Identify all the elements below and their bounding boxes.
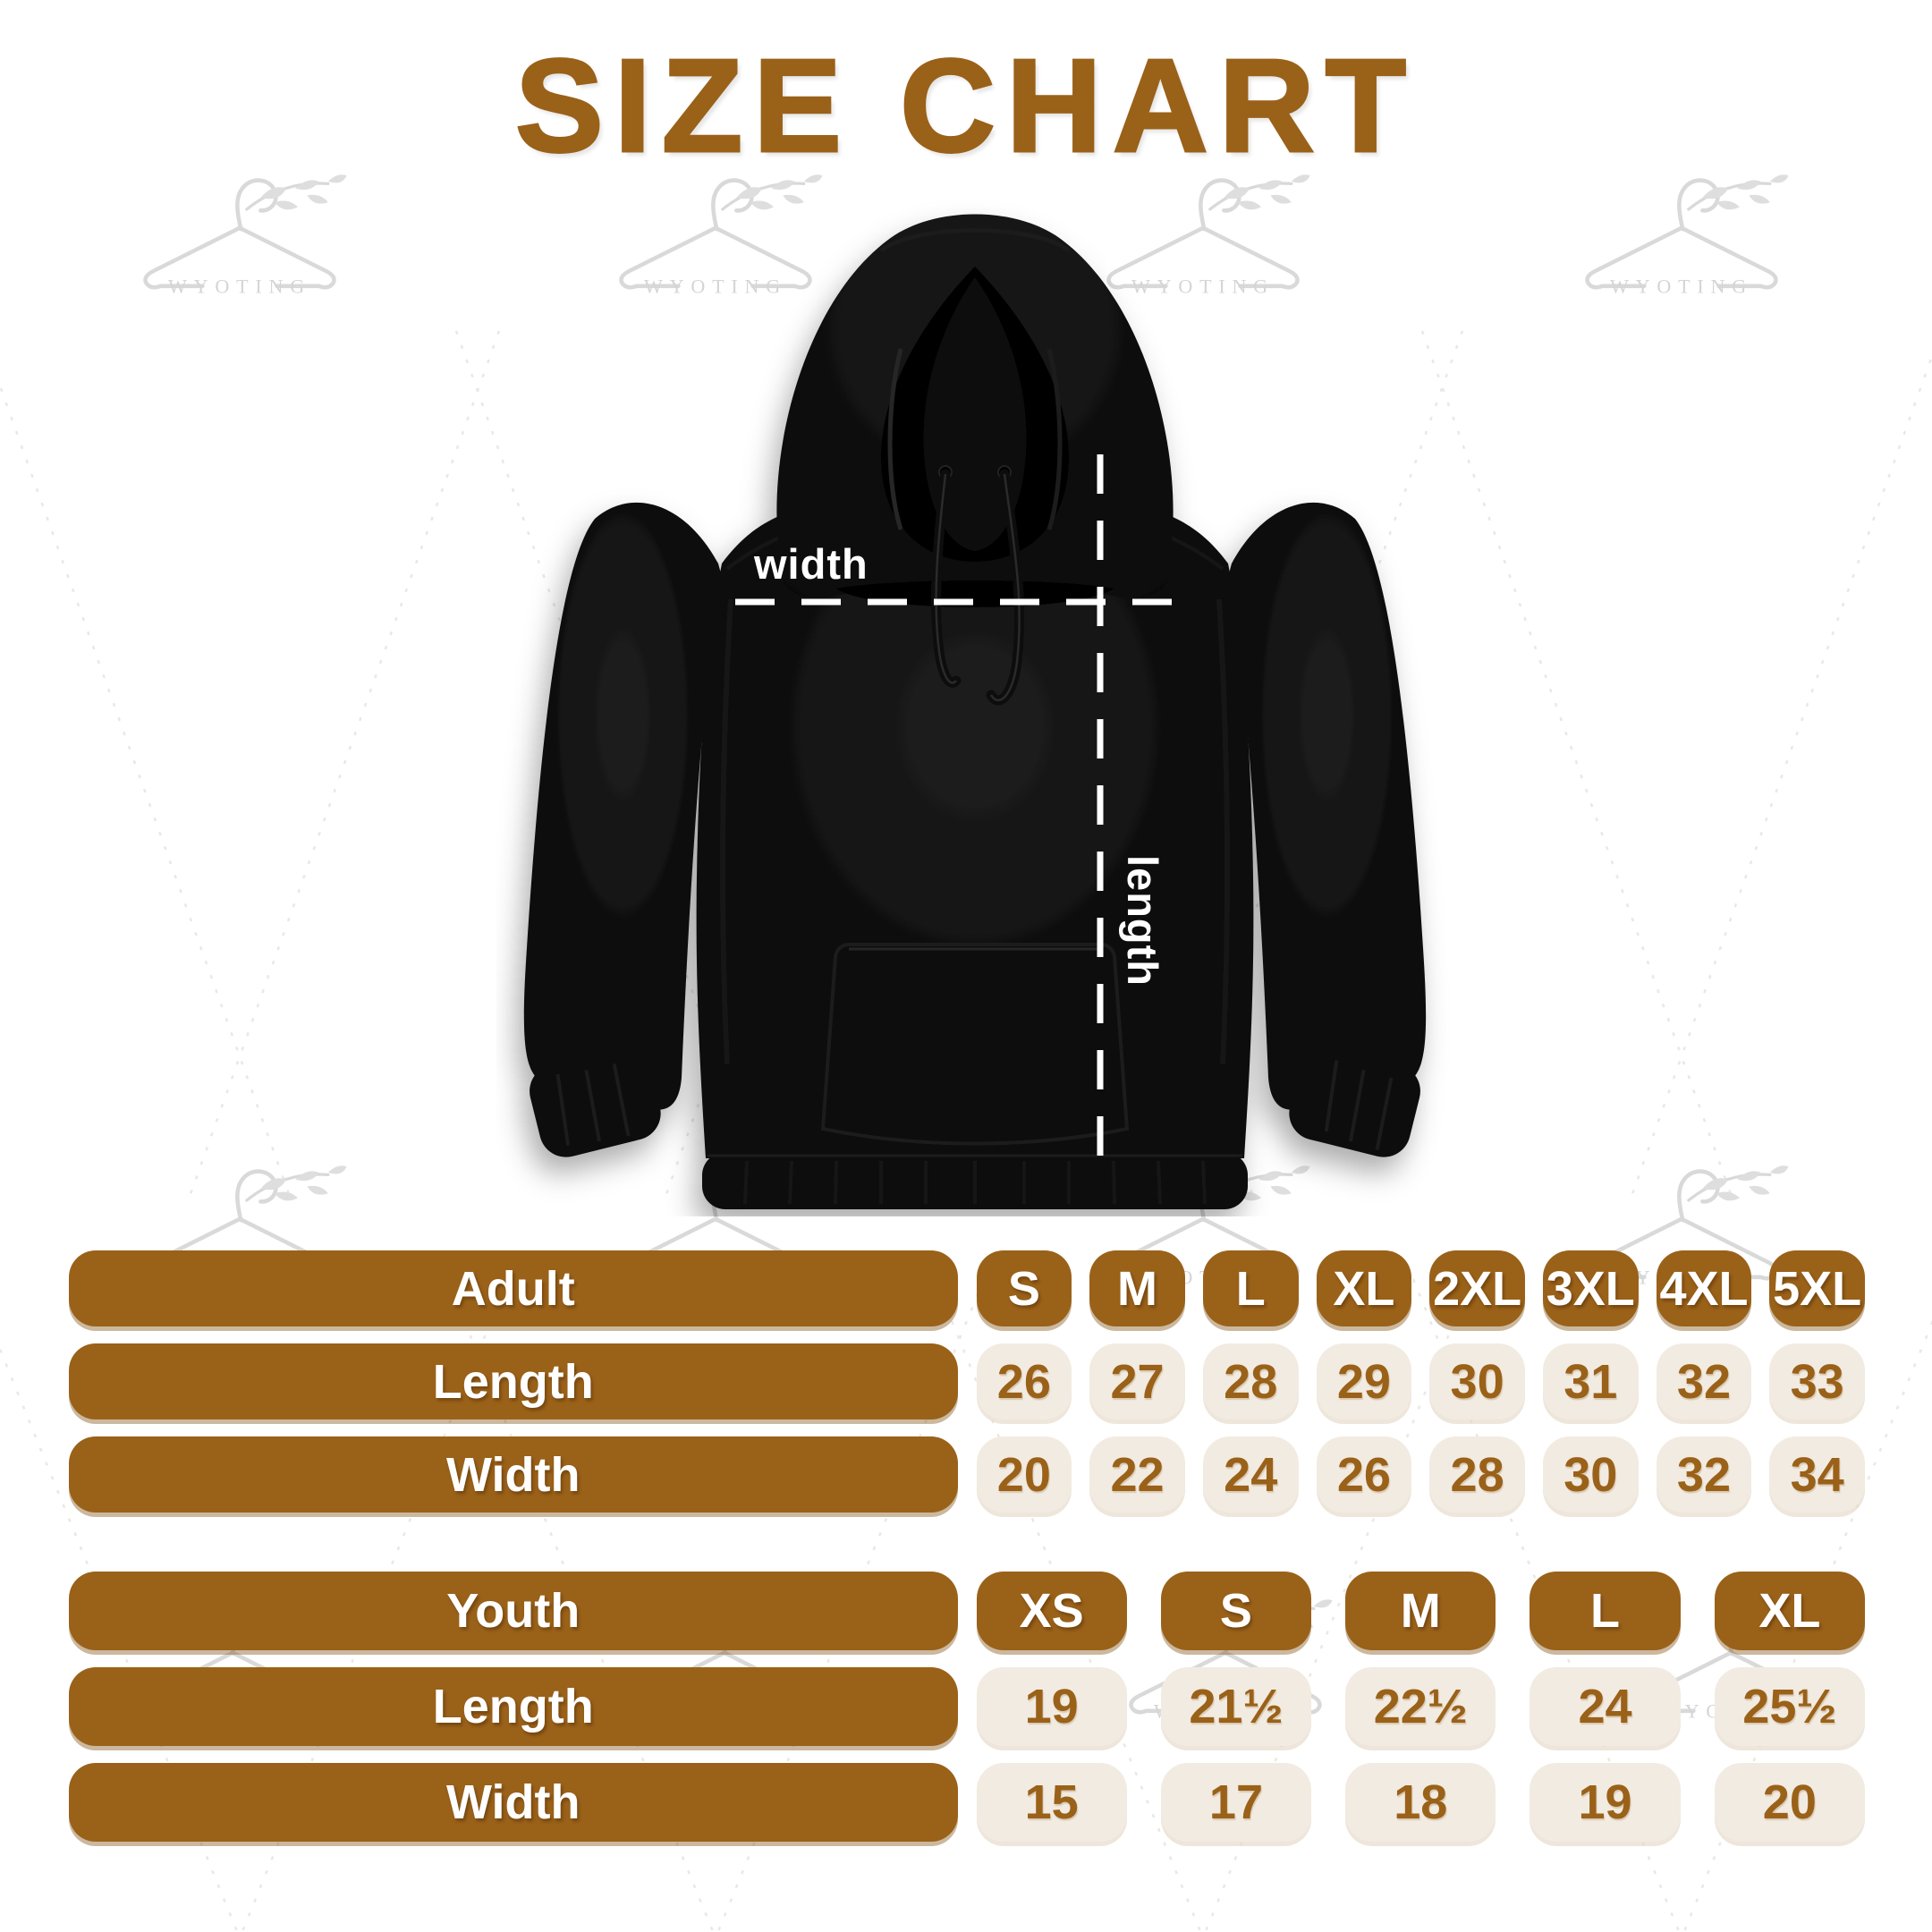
hood-top-highlight	[879, 228, 1071, 253]
table-cell: 18	[1345, 1763, 1496, 1842]
hoodie-body-folds	[720, 598, 1230, 1065]
table-cell: 33	[1769, 1343, 1865, 1419]
youth-size-col: XL	[1714, 1572, 1865, 1650]
youth-size-table: Youth XS S M L XL Length 19 21½ 22½ 24 2…	[69, 1572, 1865, 1859]
table-cell: 34	[1769, 1436, 1865, 1513]
adult-size-col: 5XL	[1769, 1250, 1865, 1326]
table-cell: 19	[1530, 1763, 1681, 1842]
adult-size-col: 3XL	[1542, 1250, 1639, 1326]
table-cell: 20	[1714, 1763, 1865, 1842]
table-cell: 20	[976, 1436, 1072, 1513]
table-cell: 19	[976, 1667, 1127, 1746]
page-title: SIZE CHART	[514, 31, 1417, 182]
table-cell: 15	[976, 1763, 1127, 1842]
table-cell: 25½	[1714, 1667, 1865, 1746]
hood-rim-shade	[1046, 348, 1063, 530]
table-cell: 31	[1542, 1343, 1639, 1419]
hoodie-kangaroo-pocket	[820, 943, 1130, 1146]
hoodie-image	[523, 214, 1427, 1209]
youth-size-col: L	[1530, 1572, 1681, 1650]
table-cell: 26	[1316, 1436, 1412, 1513]
width-label: width	[753, 540, 869, 588]
table-cell: 24	[1530, 1667, 1681, 1746]
table-cell: 32	[1656, 1436, 1752, 1513]
table-cell: 28	[1429, 1436, 1525, 1513]
youth-size-col: XS	[976, 1572, 1127, 1650]
youth-length-row: Length 19 21½ 22½ 24 25½	[69, 1667, 1865, 1746]
table-cell: 17	[1160, 1763, 1312, 1842]
watermark-hanger-icon	[146, 174, 347, 297]
hoodie-drawstrings	[931, 465, 1025, 706]
adult-table-title: Adult	[69, 1250, 958, 1326]
table-cell: 32	[1656, 1343, 1752, 1419]
youth-size-col: S	[1160, 1572, 1312, 1650]
adult-width-label: Width	[69, 1436, 958, 1513]
hoodie-left-sleeve	[523, 502, 722, 1110]
youth-width-label: Width	[69, 1763, 958, 1842]
hoodie-left-cuff	[530, 1047, 661, 1157]
adult-size-col: XL	[1316, 1250, 1412, 1326]
hood-rim-highlight	[887, 348, 903, 530]
table-cell: 24	[1202, 1436, 1299, 1513]
table-cell: 22½	[1345, 1667, 1496, 1746]
adult-size-col: 2XL	[1429, 1250, 1525, 1326]
hoodie-hem-band	[702, 1152, 1248, 1209]
youth-length-label: Length	[69, 1667, 958, 1746]
adult-size-col: L	[1202, 1250, 1299, 1326]
adult-size-col: M	[1089, 1250, 1185, 1326]
adult-length-row: Length 26 27 28 29 30 31 32 33	[69, 1343, 1865, 1419]
table-cell: 29	[1316, 1343, 1412, 1419]
table-cell: 30	[1542, 1436, 1639, 1513]
table-cell: 28	[1202, 1343, 1299, 1419]
adult-size-col: 4XL	[1656, 1250, 1752, 1326]
adult-length-label: Length	[69, 1343, 958, 1419]
table-cell: 22	[1089, 1436, 1185, 1513]
measurement-overlay: width length	[735, 454, 1174, 1165]
adult-width-row: Width 20 22 24 26 28 30 32 34	[69, 1436, 1865, 1513]
adult-header-row: Adult S M L XL 2XL 3XL 4XL 5XL	[69, 1250, 1865, 1326]
table-cell: 21½	[1160, 1667, 1312, 1746]
youth-header-row: Youth XS S M L XL	[69, 1572, 1865, 1650]
hoodie-diagram: width length	[523, 214, 1427, 1209]
watermark-hanger-icon	[1588, 174, 1789, 297]
adult-size-table: Adult S M L XL 2XL 3XL 4XL 5XL Length 26…	[69, 1250, 1865, 1530]
length-label: length	[1119, 855, 1166, 987]
hoodie-right-cuff	[1289, 1047, 1420, 1157]
youth-table-title: Youth	[69, 1572, 958, 1650]
adult-size-col: S	[976, 1250, 1072, 1326]
youth-size-col: M	[1345, 1572, 1496, 1650]
table-cell: 30	[1429, 1343, 1525, 1419]
youth-width-row: Width 15 17 18 19 20	[69, 1763, 1865, 1842]
hoodie-right-sleeve	[1228, 502, 1427, 1110]
table-cell: 27	[1089, 1343, 1185, 1419]
table-cell: 26	[976, 1343, 1072, 1419]
